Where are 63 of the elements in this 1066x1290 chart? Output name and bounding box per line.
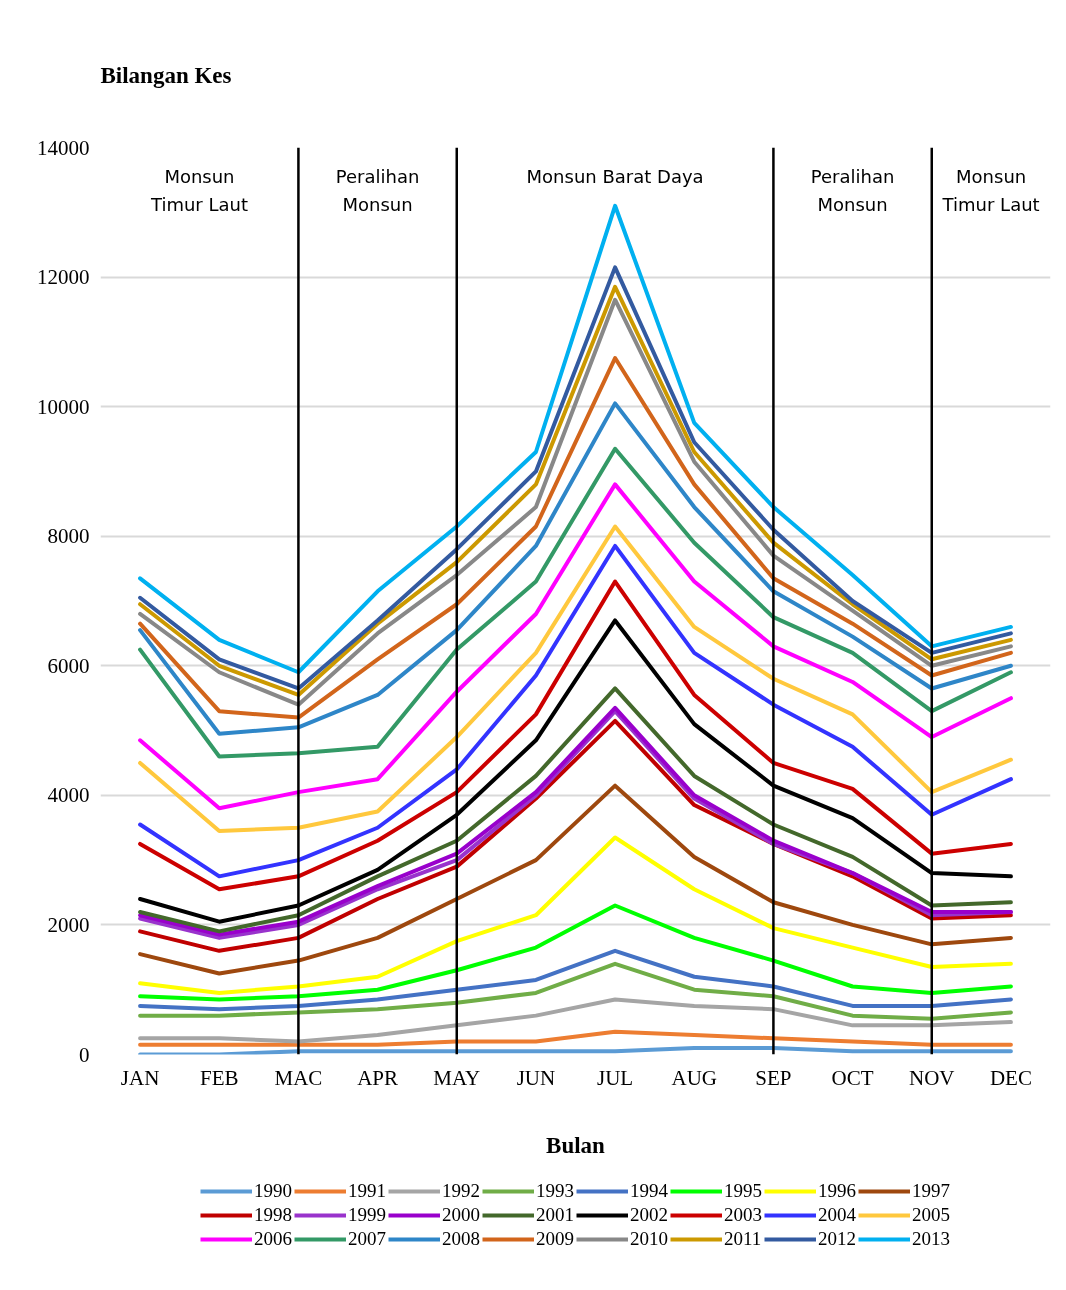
y-tick-label: 4000 — [47, 783, 90, 808]
legend-label: 2006 — [254, 1228, 292, 1250]
x-tick-label: MAY — [433, 1065, 481, 1090]
legend-label: 1990 — [254, 1180, 292, 1202]
y-tick-label: 14000 — [37, 135, 90, 160]
legend-label: 2004 — [818, 1204, 856, 1226]
x-tick-label: JAN — [120, 1065, 160, 1090]
line-series — [138, 997, 1013, 1044]
x-tick-label: FEB — [199, 1065, 239, 1090]
x-tick-label: MAC — [274, 1065, 323, 1090]
legend-label: 1995 — [724, 1180, 762, 1202]
annotation: Monsun Timur Laut — [941, 165, 1040, 215]
legend-label: 1993 — [536, 1180, 574, 1202]
legend-label: 2000 — [442, 1204, 480, 1226]
line-series — [138, 961, 1013, 1021]
line-series — [138, 356, 1013, 720]
legend-label: 1999 — [348, 1204, 386, 1226]
x-tick-label: AUG — [671, 1065, 717, 1090]
annotation: Peralihan Monsun — [810, 165, 895, 215]
legend-label: 1994 — [630, 1180, 668, 1202]
legend-label: 2002 — [630, 1204, 668, 1226]
legend-label: 2011 — [724, 1228, 762, 1250]
x-tick-label: JUL — [597, 1065, 634, 1090]
legend-label: 1998 — [254, 1204, 292, 1226]
legend-label: 1991 — [348, 1180, 386, 1202]
x-axis-title: Bulan — [546, 1132, 606, 1158]
line-series — [138, 903, 1013, 1002]
line-series — [138, 783, 1013, 976]
legend-label: 2012 — [818, 1228, 856, 1250]
legend-label: 2013 — [912, 1228, 950, 1250]
y-tick-label: 10000 — [37, 394, 90, 419]
x-tick-label: JUN — [516, 1065, 556, 1090]
y-tick-label: 8000 — [47, 524, 90, 549]
legend-label: 2003 — [724, 1204, 762, 1226]
x-tick-label: NOV — [909, 1065, 955, 1090]
legend-label: 1997 — [912, 1180, 950, 1202]
x-tick-label: OCT — [831, 1065, 874, 1090]
y-tick-label: 6000 — [47, 653, 90, 678]
y-axis-title: Bilangan Kes — [100, 62, 232, 88]
legend-label: 2007 — [348, 1228, 386, 1250]
line-series — [138, 446, 1013, 759]
line-series — [138, 482, 1013, 811]
legend-label: 2010 — [630, 1228, 668, 1250]
line-series — [138, 401, 1013, 736]
annotation: Monsun Timur Laut — [149, 165, 248, 215]
y-tick-label: 2000 — [47, 912, 90, 937]
annotation: Peralihan Monsun — [335, 165, 420, 215]
legend-label: 2009 — [536, 1228, 574, 1250]
legend-label: 1992 — [442, 1180, 480, 1202]
x-tick-label: APR — [357, 1065, 399, 1090]
legend-label: 2008 — [442, 1228, 480, 1250]
x-tick-label: DEC — [989, 1065, 1032, 1090]
x-tick-label: SEP — [755, 1065, 792, 1090]
legend-label: 1996 — [818, 1180, 856, 1202]
line-series — [138, 524, 1013, 833]
line-series — [138, 948, 1013, 1012]
y-tick-label: 12000 — [37, 265, 90, 290]
line-series — [138, 1029, 1013, 1047]
legend-label: 2005 — [912, 1204, 950, 1226]
y-tick-label: 0 — [79, 1042, 90, 1067]
line-series — [138, 835, 1013, 995]
legend-label: 2001 — [536, 1204, 574, 1226]
annotation: Monsun Barat Daya — [526, 165, 704, 187]
